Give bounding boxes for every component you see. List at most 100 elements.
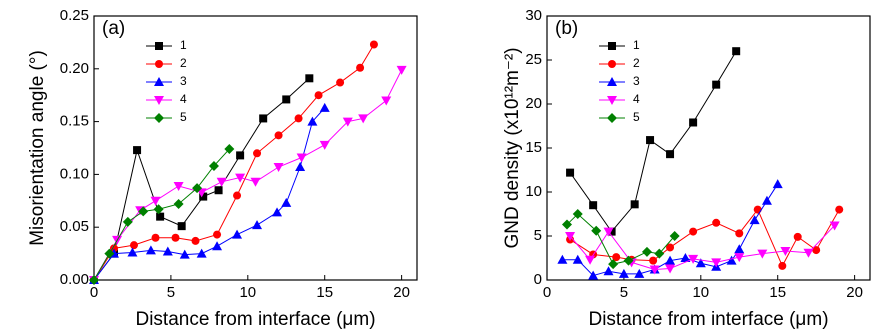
marker	[342, 117, 353, 127]
marker	[711, 258, 722, 268]
legend-label: 1	[180, 38, 187, 52]
x-tick-label: 5	[620, 284, 628, 301]
marker	[641, 246, 652, 257]
marker	[89, 275, 99, 285]
marker	[734, 253, 745, 263]
marker	[232, 229, 243, 239]
marker	[735, 229, 744, 238]
marker	[588, 270, 599, 280]
y-tick-label: 25	[525, 51, 542, 68]
x-axis-label: Distance from interface (μm)	[588, 309, 828, 330]
marker	[259, 114, 268, 123]
marker	[566, 168, 575, 177]
marker	[356, 63, 365, 72]
marker	[381, 96, 392, 106]
legend-marker	[607, 113, 617, 123]
marker	[780, 246, 791, 256]
marker	[572, 209, 583, 219]
marker	[623, 255, 634, 266]
marker	[654, 248, 665, 259]
marker	[753, 205, 762, 214]
legend-marker	[608, 42, 616, 50]
legend-label: 3	[180, 74, 187, 88]
marker	[689, 227, 698, 236]
marker	[726, 255, 737, 265]
marker	[171, 233, 180, 242]
marker	[138, 206, 149, 217]
marker	[129, 241, 138, 250]
marker	[192, 183, 203, 194]
marker	[250, 177, 261, 187]
marker	[173, 182, 184, 192]
marker	[213, 230, 222, 239]
x-tick-label: 20	[846, 284, 863, 301]
marker	[680, 253, 691, 262]
marker	[396, 65, 407, 75]
marker	[272, 207, 283, 217]
marker	[712, 80, 721, 89]
marker	[173, 198, 184, 209]
y-tick-label: 20	[525, 95, 542, 112]
marker	[649, 256, 658, 265]
marker	[689, 118, 698, 127]
marker	[212, 241, 223, 251]
marker	[216, 177, 227, 187]
y-tick-label: 0.00	[60, 271, 89, 288]
marker	[618, 268, 629, 278]
marker	[307, 116, 318, 126]
marker	[688, 254, 699, 264]
marker	[793, 232, 802, 241]
marker	[772, 179, 783, 189]
legend-label: 2	[180, 56, 187, 70]
marker	[829, 221, 840, 231]
marker	[778, 261, 787, 270]
marker	[156, 212, 165, 221]
marker	[295, 162, 306, 172]
marker	[812, 246, 821, 255]
marker	[835, 205, 844, 214]
marker	[757, 249, 768, 259]
marker	[319, 140, 330, 150]
marker	[557, 254, 568, 264]
marker	[208, 160, 219, 171]
y-tick-label: 5	[534, 227, 542, 244]
marker	[634, 268, 645, 278]
legend-marker	[154, 77, 164, 86]
panel-label: (a)	[102, 18, 125, 39]
legend-label: 1	[633, 38, 640, 52]
marker	[153, 204, 164, 215]
marker	[177, 222, 186, 231]
marker	[630, 200, 639, 209]
y-tick-label: 0	[534, 271, 542, 288]
y-tick-label: 0.10	[60, 165, 89, 182]
marker	[296, 153, 307, 163]
marker	[253, 149, 262, 158]
marker	[603, 227, 614, 237]
marker	[608, 259, 619, 270]
marker	[665, 255, 676, 265]
legend-marker	[155, 60, 163, 68]
panel-label: (b)	[555, 18, 578, 39]
x-tick-label: 0	[543, 284, 551, 301]
marker	[665, 264, 676, 274]
marker	[233, 191, 242, 200]
marker	[712, 218, 721, 227]
plot-frame	[93, 15, 418, 281]
marker	[612, 253, 621, 262]
marker	[199, 192, 208, 201]
marker	[235, 173, 246, 183]
marker	[305, 74, 314, 83]
marker	[585, 255, 596, 265]
marker	[109, 244, 118, 253]
marker	[224, 144, 235, 155]
marker	[273, 163, 284, 173]
marker	[803, 248, 814, 258]
y-tick-label: 10	[525, 183, 542, 200]
x-tick-label: 10	[692, 284, 709, 301]
legend-label: 5	[180, 110, 187, 124]
marker	[274, 131, 283, 140]
x-tick-label: 15	[316, 284, 333, 301]
series-line	[562, 183, 779, 277]
marker	[607, 227, 616, 236]
